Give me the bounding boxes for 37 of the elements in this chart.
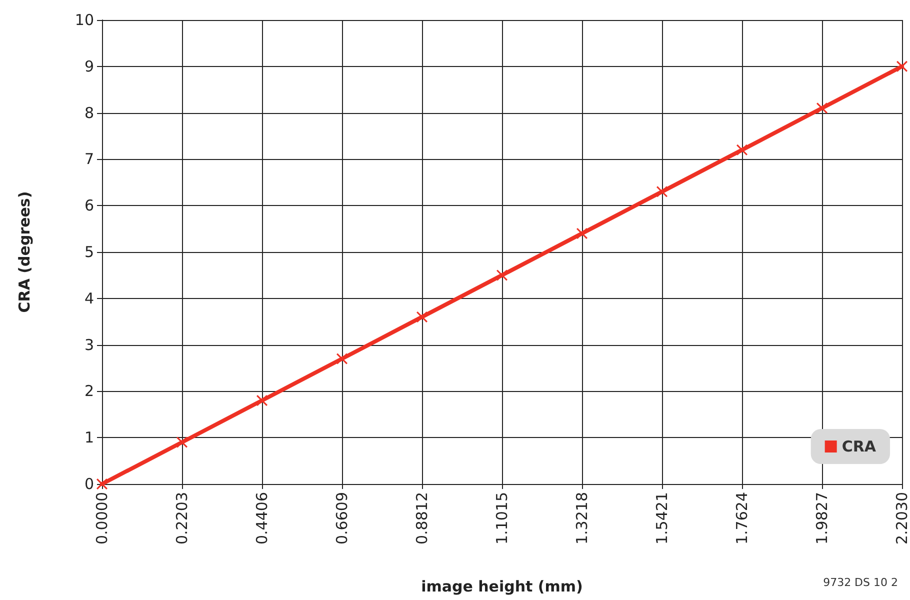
text: 9732 DS 10 2: [823, 576, 898, 589]
x-tick-label: 0.6609: [333, 492, 351, 544]
y-tick-label: 8: [84, 104, 94, 122]
legend-label: CRA: [842, 438, 876, 456]
point: [736, 144, 748, 156]
point: [896, 60, 908, 72]
point: [576, 228, 588, 239]
point: [176, 436, 188, 448]
x-tick-label: 1.1015: [493, 492, 511, 544]
point: [416, 311, 428, 322]
y-tick-label: 1: [84, 428, 94, 447]
point: [656, 186, 668, 198]
y-tick-label: 0: [84, 475, 94, 493]
x-tick-label: 0.4406: [253, 492, 271, 544]
point: [496, 270, 508, 281]
y-tick-label: 4: [84, 289, 94, 308]
y-tick-label: 10: [74, 11, 94, 29]
x-tick-label: 1.5421: [653, 492, 671, 544]
point: [96, 478, 108, 490]
x-tick-label: 2.2030: [893, 492, 910, 544]
y-axis-title: CRA (degrees): [16, 191, 34, 313]
y-tick-label: 3: [84, 336, 94, 354]
y-tick-label: 2: [84, 382, 94, 400]
x-tick-label: 1.7624: [733, 492, 751, 544]
x-tick-label: 0.0000: [93, 492, 111, 544]
x-axis-title: image height (mm): [421, 578, 583, 596]
y-tick-label: 9: [84, 57, 94, 76]
point: [336, 353, 348, 364]
y-tick-label: 6: [84, 196, 94, 215]
x-tick-label: 1.3218: [573, 492, 591, 544]
x-tick-label: 0.8812: [413, 492, 431, 544]
point: [816, 102, 828, 114]
point: [256, 394, 268, 406]
y-tick-label: 5: [84, 243, 94, 261]
x-tick-label: 1.9827: [813, 492, 831, 544]
x-tick-label: 0.2203: [173, 492, 191, 544]
y-tick-label: 7: [84, 150, 94, 168]
